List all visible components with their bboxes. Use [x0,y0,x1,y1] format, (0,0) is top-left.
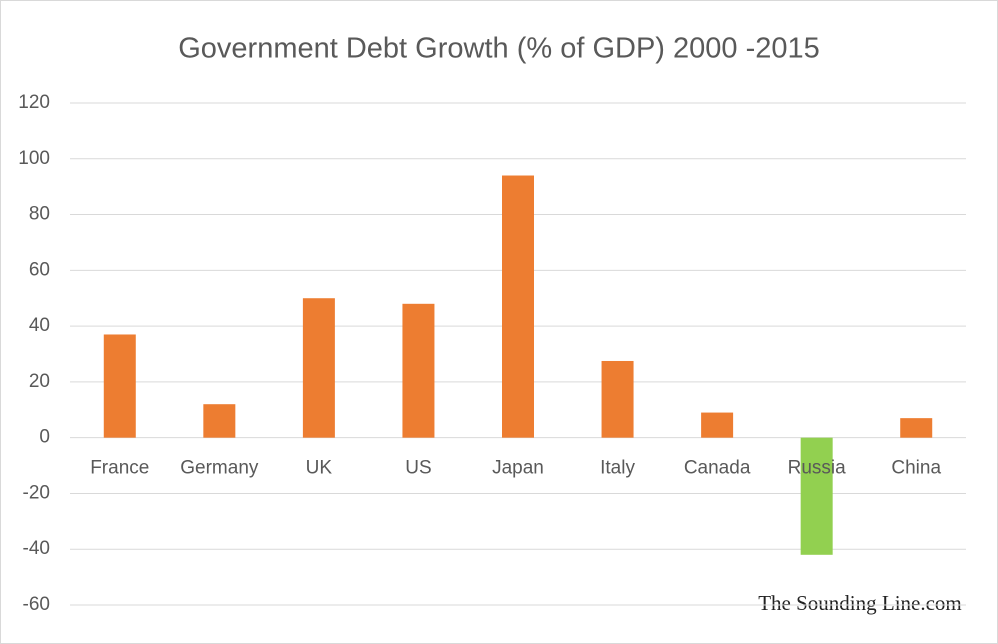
y-tick-label: -20 [23,482,50,503]
bar [601,360,634,438]
bar [402,303,435,438]
x-tick-label: UK [306,458,333,479]
bar [900,418,933,438]
y-tick-label: 20 [29,371,50,392]
watermark: The Sounding Line.com [758,591,962,615]
bar [203,404,236,438]
y-tick-label: 100 [18,148,50,169]
x-tick-label: Russia [788,458,847,479]
bar [502,175,534,438]
x-tick-label: Canada [684,458,751,479]
bar [701,412,734,438]
x-tick-label: France [90,458,149,479]
chart-title: Government Debt Growth (% of GDP) 2000 -… [178,33,820,65]
y-tick-label: 40 [29,315,50,336]
bar [103,334,136,438]
bar [302,298,335,438]
y-tick-label: 80 [29,204,50,225]
x-tick-label: Italy [600,458,635,479]
y-tick-label: -40 [23,538,50,559]
x-tick-label: Japan [492,458,544,479]
y-tick-label: 60 [29,259,50,280]
y-tick-label: 0 [39,427,50,448]
x-tick-label: Germany [180,458,259,479]
x-tick-label: China [891,458,941,479]
y-tick-label: 120 [18,92,50,113]
y-tick-label: -60 [23,594,50,615]
bar [800,437,833,555]
x-tick-label: US [405,458,431,479]
